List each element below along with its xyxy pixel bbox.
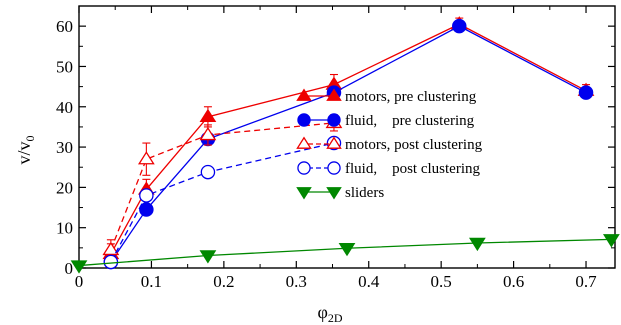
x-tick-label: 0.4	[358, 272, 380, 291]
data-point	[468, 237, 486, 252]
legend-entry-1: fluid, pre clustering	[297, 113, 475, 129]
legend-entry-4: sliders	[296, 185, 384, 201]
axes: 0 0.1 0.2 0.3 0.4 0.5 0.6 0.7 0 10 20 30 40 50 60	[56, 5, 616, 291]
data-point	[338, 243, 356, 257]
legend-marker	[296, 187, 312, 200]
series-line	[110, 142, 335, 263]
series-line	[110, 122, 335, 251]
data-point	[137, 151, 155, 165]
legend-marker	[296, 88, 312, 101]
legend-label: sliders	[345, 185, 384, 201]
x-tick-label: 0.7	[575, 272, 597, 291]
y-axis-label-sub: 0	[23, 135, 37, 141]
data-point	[102, 241, 120, 256]
y-tick-label: 50	[56, 57, 73, 76]
data-point	[602, 234, 620, 248]
legend-label: motors, post clustering	[345, 137, 483, 153]
series-1	[103, 18, 594, 270]
x-axis-label-main: φ	[317, 302, 327, 322]
data-point	[452, 18, 467, 34]
legend-label: fluid, pre clustering	[345, 113, 475, 129]
data-point	[103, 254, 119, 270]
y-axis-label: v/v0	[14, 135, 37, 164]
x-tick-label: 0	[75, 272, 84, 291]
legend-entry-2: motors, post clustering	[296, 136, 483, 153]
data-point	[70, 260, 88, 274]
data-point	[578, 85, 594, 100]
x-tick-label: 0.6	[503, 272, 524, 291]
legend-label: fluid, post clustering	[345, 161, 480, 177]
data-point	[199, 250, 217, 264]
series-line	[110, 23, 587, 255]
legend-marker	[326, 136, 342, 149]
x-tick-label: 0.1	[141, 272, 162, 291]
x-tick-label: 0.2	[213, 272, 234, 291]
legend-marker	[297, 113, 311, 127]
y-axis-label-main: v/v	[14, 141, 34, 164]
legend-entry-3: fluid, post clustering	[297, 161, 480, 177]
x-tick-label: 0.5	[431, 272, 452, 291]
x-axis-label-sub: 2D	[328, 311, 343, 325]
y-tick-label: 60	[56, 17, 73, 36]
y-tick-label: 10	[56, 219, 73, 238]
x-axis-label: φ2D	[317, 302, 342, 325]
y-tick-label: 0	[65, 259, 74, 278]
legend-marker	[296, 136, 312, 149]
legend-marker	[326, 187, 342, 200]
legend-marker	[327, 161, 341, 175]
data-point	[139, 202, 154, 217]
y-tick-label: 20	[56, 178, 73, 197]
data-point	[199, 126, 217, 141]
legend: motors, pre clustering fluid, pre cluster…	[296, 88, 483, 201]
y-tick-label: 30	[56, 138, 73, 157]
data-point	[200, 164, 216, 180]
data-point	[199, 108, 217, 123]
x-tick-label: 0.3	[286, 272, 307, 291]
legend-label: motors, pre clustering	[345, 89, 477, 105]
legend-marker	[297, 161, 311, 175]
plot-frame	[78, 5, 616, 269]
y-tick-label: 40	[56, 98, 73, 117]
legend-marker	[326, 88, 342, 101]
legend-entry-0: motors, pre clustering	[296, 88, 477, 105]
series-4	[70, 234, 620, 274]
series-line	[110, 25, 587, 263]
legend-marker	[327, 113, 341, 127]
data-point	[139, 188, 154, 203]
